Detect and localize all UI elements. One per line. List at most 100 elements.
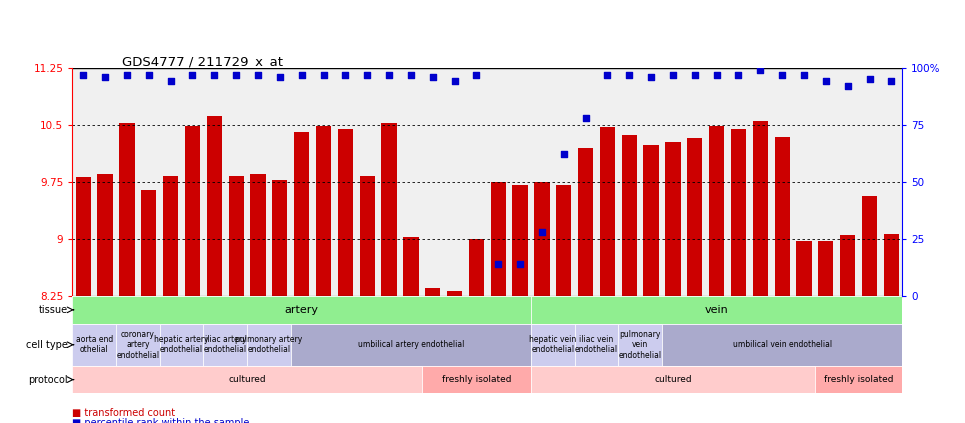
Text: pulmonary artery
endothelial: pulmonary artery endothelial: [235, 335, 303, 354]
Bar: [338, 129, 353, 296]
Text: iliac vein
endothelial: iliac vein endothelial: [575, 335, 619, 354]
Point: [753, 66, 768, 73]
Point: [184, 71, 200, 78]
Point: [381, 71, 397, 78]
Point: [294, 71, 310, 78]
Bar: [403, 237, 419, 296]
Bar: [531, 366, 814, 393]
Bar: [316, 126, 331, 296]
Point: [425, 74, 440, 80]
Bar: [72, 366, 422, 393]
Point: [512, 261, 528, 267]
Point: [447, 78, 462, 85]
Point: [403, 71, 419, 78]
Text: iliac artery
endothelial: iliac artery endothelial: [204, 335, 247, 354]
Bar: [662, 324, 902, 366]
Point: [840, 82, 855, 89]
Text: freshly isolated: freshly isolated: [442, 375, 511, 384]
Bar: [512, 185, 528, 296]
Bar: [600, 127, 615, 296]
Bar: [644, 146, 659, 296]
Point: [163, 78, 179, 85]
Point: [731, 71, 746, 78]
Point: [578, 115, 593, 121]
Bar: [294, 132, 310, 296]
Text: umbilical vein endothelial: umbilical vein endothelial: [732, 340, 832, 349]
Bar: [447, 291, 462, 296]
Text: coronary
artery
endothelial: coronary artery endothelial: [117, 330, 159, 360]
Bar: [709, 126, 725, 296]
Bar: [490, 182, 506, 296]
Point: [556, 151, 571, 158]
Bar: [619, 324, 662, 366]
Text: vein: vein: [704, 305, 729, 315]
Bar: [556, 185, 571, 296]
Point: [665, 71, 680, 78]
Point: [338, 71, 353, 78]
Text: GDS4777 / 211729_x_at: GDS4777 / 211729_x_at: [123, 55, 283, 68]
Bar: [141, 190, 156, 296]
Bar: [160, 324, 204, 366]
Bar: [796, 241, 812, 296]
Bar: [247, 324, 290, 366]
Bar: [818, 241, 834, 296]
Bar: [72, 324, 116, 366]
Text: protocol: protocol: [29, 375, 69, 385]
Point: [884, 78, 899, 85]
Text: umbilical artery endothelial: umbilical artery endothelial: [358, 340, 464, 349]
Text: ■ transformed count: ■ transformed count: [72, 408, 176, 418]
Bar: [185, 126, 200, 296]
Bar: [163, 176, 179, 296]
Bar: [862, 196, 877, 296]
Bar: [72, 296, 531, 324]
Bar: [575, 324, 619, 366]
Point: [120, 71, 135, 78]
Point: [97, 74, 113, 80]
Point: [621, 71, 637, 78]
Bar: [687, 138, 703, 296]
Bar: [97, 174, 113, 296]
Point: [250, 71, 265, 78]
Bar: [814, 366, 902, 393]
Point: [272, 74, 288, 80]
Bar: [116, 324, 160, 366]
Bar: [731, 129, 746, 296]
Bar: [753, 121, 768, 296]
Text: pulmonary
vein
endothelial: pulmonary vein endothelial: [619, 330, 662, 360]
Bar: [469, 239, 484, 296]
Point: [818, 78, 834, 85]
Text: hepatic vein
endothelial: hepatic vein endothelial: [529, 335, 576, 354]
Text: aorta end
othelial: aorta end othelial: [75, 335, 113, 354]
Point: [469, 71, 484, 78]
Bar: [884, 234, 899, 296]
Point: [862, 76, 877, 82]
Text: cultured: cultured: [229, 375, 266, 384]
Bar: [360, 176, 374, 296]
Bar: [381, 123, 397, 296]
Bar: [531, 324, 575, 366]
Bar: [621, 135, 637, 296]
Bar: [120, 123, 135, 296]
Text: hepatic artery
endothelial: hepatic artery endothelial: [154, 335, 208, 354]
Bar: [775, 137, 789, 296]
Bar: [665, 142, 680, 296]
Text: tissue: tissue: [40, 305, 69, 315]
Bar: [290, 324, 531, 366]
Text: freshly isolated: freshly isolated: [824, 375, 894, 384]
Bar: [840, 235, 855, 296]
Bar: [204, 324, 247, 366]
Bar: [535, 182, 550, 296]
Text: cultured: cultured: [654, 375, 692, 384]
Point: [316, 71, 331, 78]
Bar: [531, 296, 902, 324]
Point: [796, 71, 812, 78]
Bar: [229, 176, 244, 296]
Point: [207, 71, 222, 78]
Point: [709, 71, 725, 78]
Bar: [75, 176, 91, 296]
Text: artery: artery: [285, 305, 318, 315]
Bar: [272, 180, 288, 296]
Bar: [422, 366, 531, 393]
Point: [229, 71, 244, 78]
Bar: [578, 148, 593, 296]
